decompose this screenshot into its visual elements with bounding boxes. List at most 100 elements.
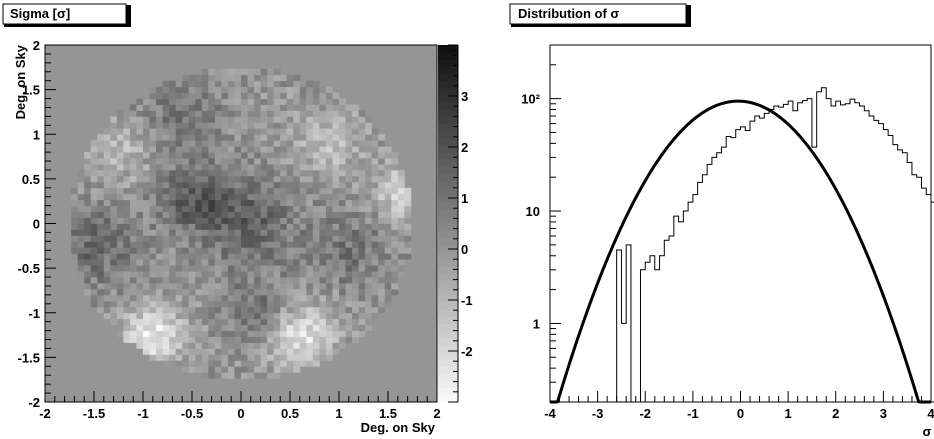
heatmap-cell xyxy=(299,247,307,254)
heatmap-cell xyxy=(123,193,131,201)
histogram-x-tick-label: 0 xyxy=(737,406,744,421)
heatmap-cell xyxy=(169,277,177,284)
heatmap-cell xyxy=(345,175,353,183)
heatmap-cell xyxy=(273,223,281,230)
heatmap-cell xyxy=(293,294,301,302)
heatmap-cell xyxy=(182,241,190,248)
heatmap-cell xyxy=(404,199,412,207)
heatmap-cell xyxy=(306,241,314,248)
heatmap-cell xyxy=(247,283,255,290)
heatmap-cell xyxy=(267,229,275,236)
heatmap-cell xyxy=(149,354,157,361)
heatmap-cell xyxy=(182,217,190,224)
heatmap-cell xyxy=(352,193,359,201)
heatmap-cell xyxy=(273,86,281,93)
heatmap-cell xyxy=(306,271,314,278)
heatmap-cell xyxy=(123,247,131,254)
heatmap-cell xyxy=(214,283,222,290)
heatmap-cell xyxy=(188,271,196,278)
heatmap-cell xyxy=(404,229,412,236)
heatmap-cell xyxy=(325,283,333,290)
heatmap-cell xyxy=(306,259,314,266)
heatmap-cell xyxy=(397,247,405,254)
heatmap-cell xyxy=(241,164,248,171)
heatmap-cell xyxy=(169,217,177,224)
heatmap-cell xyxy=(267,164,275,171)
heatmap-cell xyxy=(312,300,320,308)
heatmap-cell xyxy=(201,205,209,212)
heatmap-cell xyxy=(129,294,137,302)
heatmap-cell xyxy=(116,146,124,153)
heatmap-cell xyxy=(280,211,288,218)
heatmap-cell xyxy=(201,271,209,278)
heatmap-cell xyxy=(143,104,150,111)
heatmap-cell xyxy=(306,128,314,135)
heatmap-cell xyxy=(260,211,268,218)
colorbar-segment xyxy=(438,159,458,167)
heatmap-cell xyxy=(325,247,333,254)
heatmap-cell xyxy=(286,110,294,117)
heatmap-cell xyxy=(299,205,307,212)
heatmap-cell xyxy=(280,80,288,88)
heatmap-cell xyxy=(214,324,222,331)
heatmap-cell xyxy=(129,187,137,195)
heatmap-cell xyxy=(156,128,163,135)
heatmap-cell xyxy=(169,354,177,361)
heatmap-cell xyxy=(221,277,229,284)
heatmap-cell xyxy=(273,354,281,361)
heatmap-y-tick-label: -0.5 xyxy=(18,261,40,276)
heatmap-cell xyxy=(208,294,216,302)
heatmap-cell xyxy=(97,211,105,218)
heatmap-cell xyxy=(182,324,190,331)
heatmap-cell xyxy=(391,169,399,177)
heatmap-cell xyxy=(227,116,235,123)
heatmap-cell xyxy=(371,134,379,141)
heatmap-cell xyxy=(143,193,150,201)
heatmap-cell xyxy=(182,277,190,284)
heatmap-cell xyxy=(136,152,144,159)
heatmap-cell xyxy=(214,229,222,236)
heatmap-cell xyxy=(188,134,196,141)
heatmap-cell xyxy=(129,152,137,159)
heatmap-cell xyxy=(90,265,98,272)
heatmap-y-tick-label: 0.5 xyxy=(22,172,40,187)
heatmap-cell xyxy=(391,164,399,171)
heatmap-cell xyxy=(221,247,229,254)
heatmap-cell xyxy=(273,122,281,129)
heatmap-cell xyxy=(241,324,248,331)
heatmap-cell xyxy=(103,265,111,272)
heatmap-cell xyxy=(365,288,373,296)
heatmap-cell xyxy=(201,158,209,165)
heatmap-cell xyxy=(116,169,124,177)
heatmap-cell xyxy=(77,199,85,207)
heatmap-cell xyxy=(221,360,229,367)
heatmap-cell xyxy=(358,128,366,135)
heatmap-cell xyxy=(267,354,275,361)
heatmap-cell xyxy=(339,146,346,153)
heatmap-cell xyxy=(352,116,359,123)
colorbar-segment xyxy=(438,116,458,125)
heatmap-cell xyxy=(149,336,157,343)
heatmap-cell xyxy=(195,193,203,201)
heatmap-cell xyxy=(182,354,190,361)
heatmap-cell xyxy=(175,116,183,123)
heatmap-cell xyxy=(156,181,163,189)
heatmap-cell xyxy=(339,116,346,123)
heatmap-cell xyxy=(306,324,314,331)
heatmap-cell xyxy=(365,312,373,320)
heatmap-cell xyxy=(332,306,340,314)
heatmap-cell xyxy=(129,181,137,189)
heatmap-cell xyxy=(339,330,346,337)
heatmap-cell xyxy=(123,318,131,326)
heatmap-cell xyxy=(182,223,190,230)
heatmap-cell xyxy=(195,306,203,314)
heatmap-cell xyxy=(110,187,118,195)
heatmap-cell xyxy=(227,372,235,379)
heatmap-cell xyxy=(175,205,183,212)
heatmap-cell xyxy=(110,306,118,314)
heatmap-cell xyxy=(312,169,320,177)
heatmap-cell xyxy=(391,158,399,165)
heatmap-cell xyxy=(241,354,248,361)
heatmap-cell xyxy=(169,342,177,349)
heatmap-cell xyxy=(247,134,255,141)
